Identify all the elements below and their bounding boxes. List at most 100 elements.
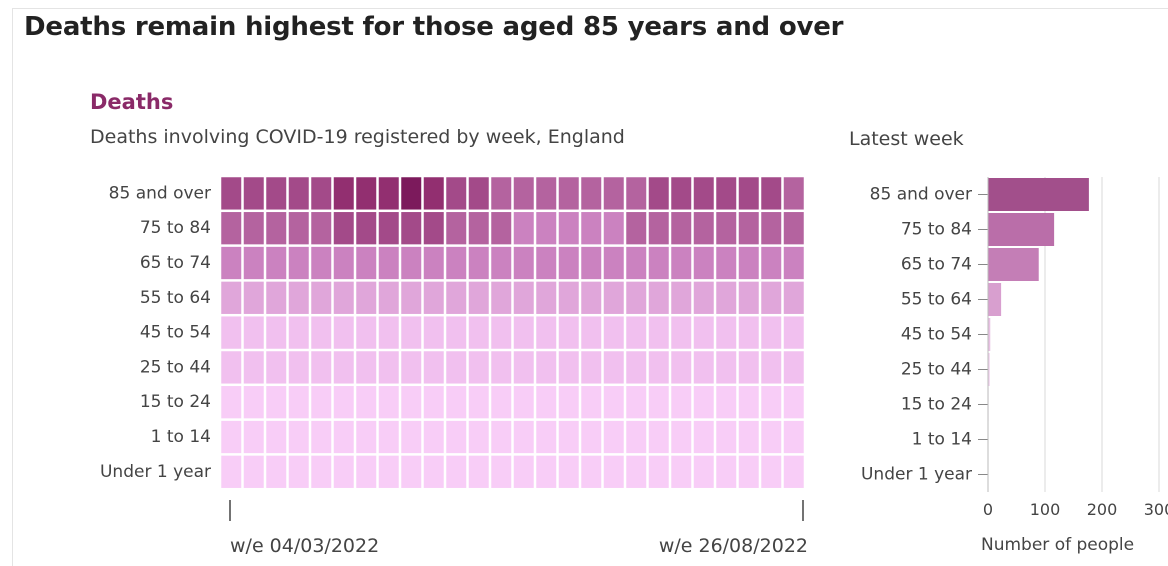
heatmap-cell	[243, 281, 264, 314]
heatmap-cell	[423, 212, 444, 245]
heatmap-cell	[243, 386, 264, 419]
heatmap-cell	[761, 281, 782, 314]
heatmap-cell	[221, 351, 242, 384]
heatmap-cell	[716, 420, 737, 454]
heatmap-cell	[423, 316, 444, 349]
heatmap-cell	[513, 455, 534, 488]
heatmap-cell	[536, 351, 557, 384]
heatmap-cell	[536, 455, 557, 488]
heatmap-cell	[738, 177, 759, 210]
heatmap-cell	[738, 246, 759, 280]
heatmap-cell	[558, 281, 579, 314]
heatmap-cell	[401, 177, 422, 210]
heatmap-cell	[671, 177, 692, 210]
heatmap-cell	[266, 177, 287, 210]
heatmap-cell	[378, 246, 399, 280]
bar	[988, 178, 1089, 211]
heatmap-cell	[423, 455, 444, 488]
heatmap-cell	[356, 351, 377, 384]
heatmap-cell	[761, 455, 782, 488]
heatmap-cell	[356, 212, 377, 245]
heatmap-cell	[626, 351, 647, 384]
heatmap-cell	[716, 246, 737, 280]
heatmap-cell	[311, 212, 332, 245]
heatmap-cell	[446, 212, 467, 245]
heatmap-cell	[491, 386, 512, 419]
heatmap-cell	[356, 455, 377, 488]
heatmap-cell	[491, 351, 512, 384]
heatmap-cell	[626, 177, 647, 210]
heatmap-cell	[333, 246, 354, 280]
heatmap-cell	[356, 386, 377, 419]
heatmap-cell	[423, 246, 444, 280]
heatmap-cell	[266, 212, 287, 245]
heatmap-cell	[536, 212, 557, 245]
heatmap-cell	[288, 281, 309, 314]
bar	[988, 213, 1055, 246]
heatmap-cell	[288, 420, 309, 454]
heatmap-cell	[311, 455, 332, 488]
heatmap-cell	[603, 420, 624, 454]
heatmap-cell	[446, 281, 467, 314]
heatmap-cell	[491, 177, 512, 210]
heatmap-cell	[356, 316, 377, 349]
heatmap-cell	[558, 212, 579, 245]
heatmap-cell	[626, 281, 647, 314]
heatmap-cell	[648, 281, 669, 314]
heatmap-cell	[603, 386, 624, 419]
heatmap-cell	[311, 420, 332, 454]
heatmap-cell	[513, 177, 534, 210]
heatmap-cell	[738, 212, 759, 245]
heatmap-cell	[716, 177, 737, 210]
heatmap-cell	[513, 281, 534, 314]
heatmap-cell	[693, 420, 714, 454]
heatmap-cell	[288, 177, 309, 210]
heatmap-cell	[378, 212, 399, 245]
heatmap-cell	[693, 246, 714, 280]
heatmap-cell	[378, 386, 399, 419]
heatmap-cell	[288, 246, 309, 280]
heatmap-cell	[221, 281, 242, 314]
heatmap-cell	[603, 455, 624, 488]
heatmap-cell	[648, 316, 669, 349]
heatmap-cell	[783, 212, 804, 245]
heatmap-cell	[221, 386, 242, 419]
heatmap-cell	[693, 212, 714, 245]
heatmap-cell	[536, 177, 557, 210]
heatmap-cell	[558, 420, 579, 454]
heatmap-cell	[513, 351, 534, 384]
heatmap-row-label: 55 to 64	[140, 288, 211, 308]
heatmap-cell	[221, 177, 242, 210]
page-title: Deaths remain highest for those aged 85 …	[24, 12, 844, 42]
bar-category-label: 55 to 64	[901, 290, 972, 310]
heatmap-cell	[243, 455, 264, 488]
heatmap-cell	[311, 316, 332, 349]
heatmap-cell	[693, 351, 714, 384]
heatmap-cell	[333, 351, 354, 384]
heatmap-cell	[671, 246, 692, 280]
heatmap-cell	[581, 351, 602, 384]
heatmap-cell	[401, 316, 422, 349]
heatmap-cell	[468, 351, 489, 384]
heatmap-cell	[603, 177, 624, 210]
heatmap-cell	[333, 281, 354, 314]
heatmap-chart: 85 and over 75 to 84 65 to 74 55 to 64 45 to…	[100, 177, 808, 557]
bar-category-label: 85 and over	[870, 185, 972, 205]
heatmap-cell	[468, 455, 489, 488]
heatmap-cell	[783, 351, 804, 384]
bar-category-label: 1 to 14	[912, 430, 972, 450]
heatmap-cell	[738, 281, 759, 314]
heatmap-cell	[468, 212, 489, 245]
heatmap-cell	[468, 246, 489, 280]
heatmap-cell	[288, 386, 309, 419]
heatmap-cell	[401, 455, 422, 488]
bar	[988, 353, 990, 386]
heatmap-cell	[648, 246, 669, 280]
heatmap-cell	[761, 316, 782, 349]
latest-week-title: Latest week	[849, 128, 964, 150]
heatmap-cell	[468, 316, 489, 349]
heatmap-cell	[513, 316, 534, 349]
heatmap-cell	[378, 316, 399, 349]
heatmap-x-tick-label: w/e 04/03/2022	[230, 535, 379, 557]
heatmap-cell	[333, 455, 354, 488]
